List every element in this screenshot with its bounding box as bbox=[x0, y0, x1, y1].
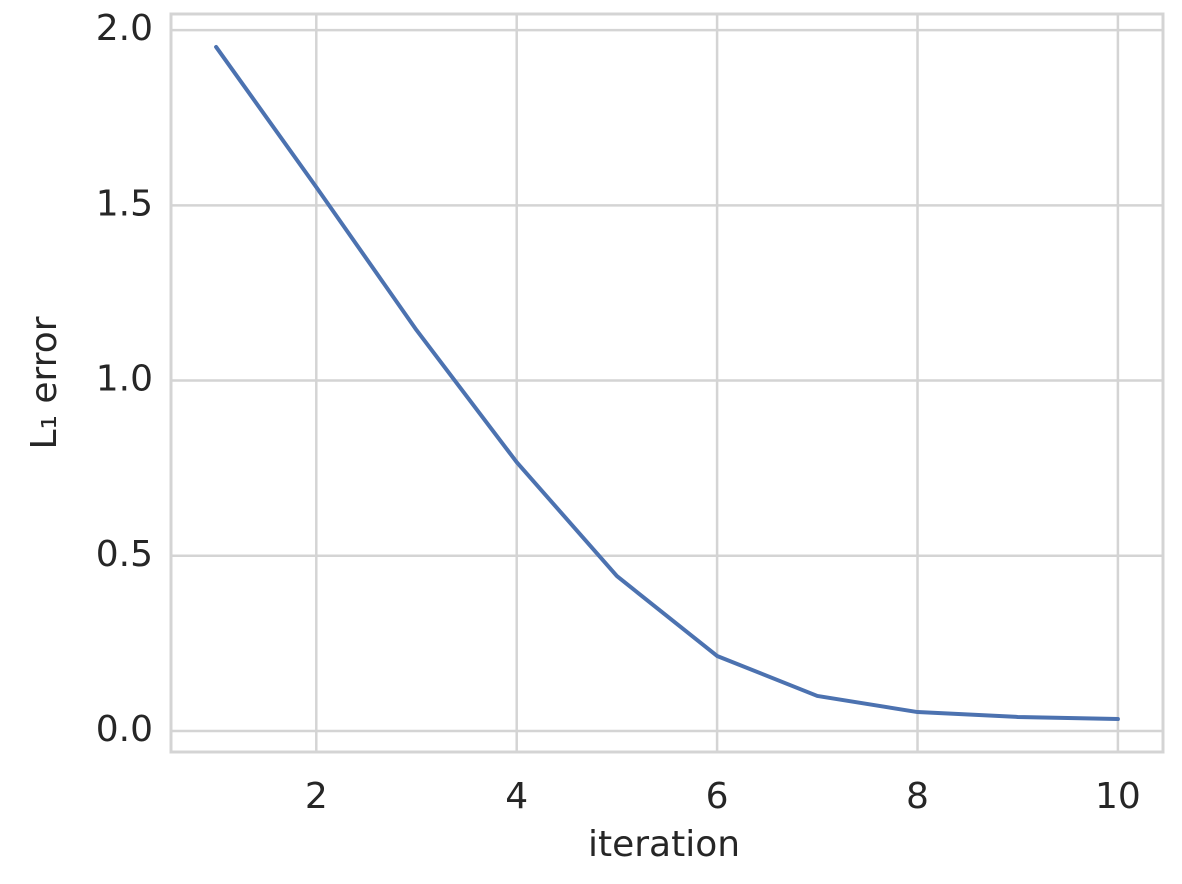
plot-frame bbox=[169, 12, 1165, 754]
y-tick-label: 0.0 bbox=[96, 709, 153, 750]
y-axis-label: L₁ error bbox=[24, 316, 65, 449]
y-tick-label: 2.0 bbox=[96, 8, 153, 49]
y-tick-label: 1.5 bbox=[96, 183, 153, 224]
x-axis-label: iteration bbox=[588, 824, 740, 865]
data-line bbox=[214, 44, 1120, 722]
y-tick-label: 0.5 bbox=[96, 534, 153, 575]
x-tick-label: 4 bbox=[505, 776, 528, 817]
x-tick-label: 10 bbox=[1095, 776, 1141, 817]
x-tick-label: 6 bbox=[706, 776, 729, 817]
y-tick-label: 1.0 bbox=[96, 359, 153, 400]
x-tick-label: 8 bbox=[906, 776, 929, 817]
x-tick-label: 2 bbox=[305, 776, 328, 817]
